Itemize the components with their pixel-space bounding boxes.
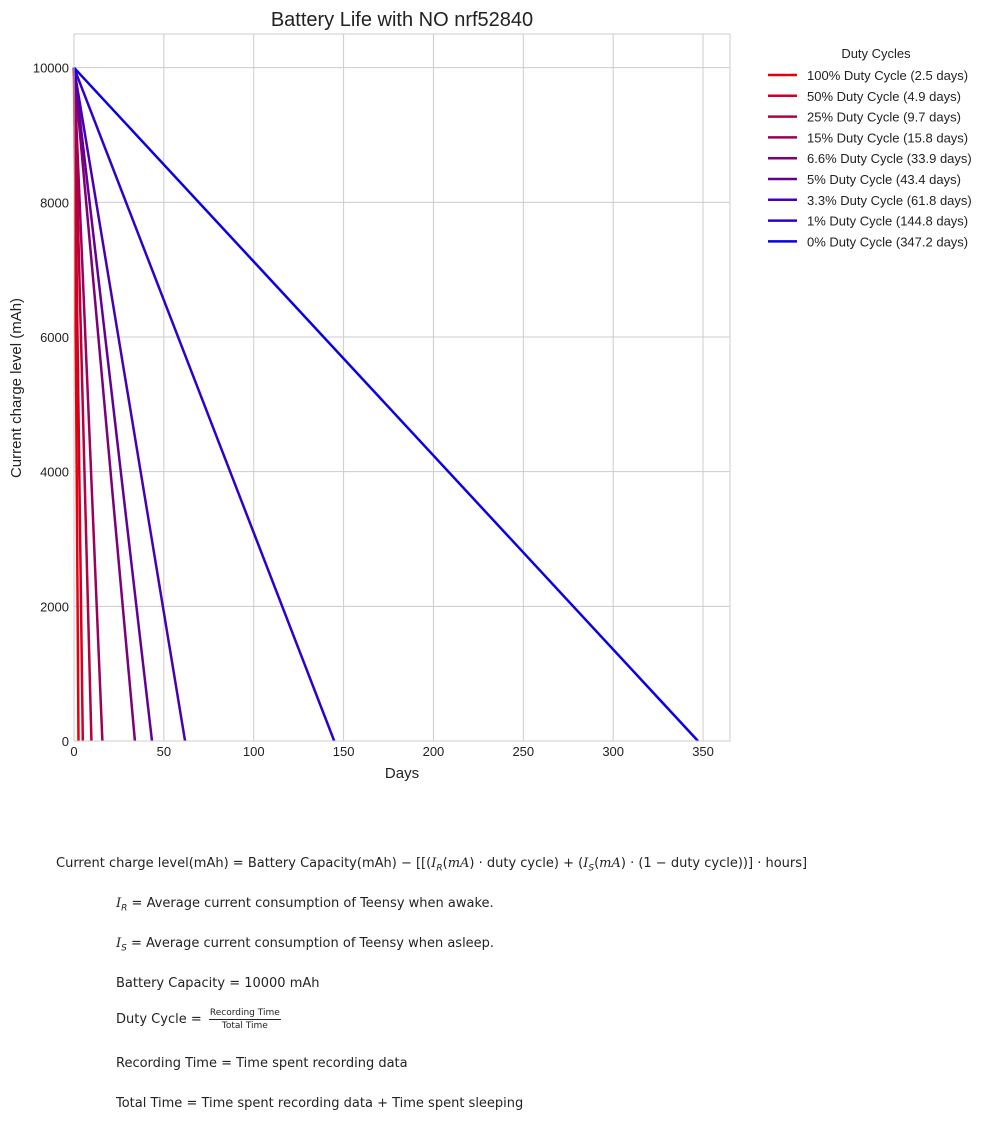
formula-total-time: Total Time = Time spent recording data +… bbox=[116, 1096, 524, 1111]
formula-main-ir: I bbox=[431, 856, 437, 871]
series-line bbox=[72, 67, 137, 742]
legend-entry: 25% Duty Cycle (9.7 days) bbox=[807, 110, 961, 125]
formula-ir-definition: IR = Average current consumption of Teen… bbox=[116, 896, 494, 914]
y-tick-label: 4000 bbox=[40, 465, 69, 480]
y-tick-label: 8000 bbox=[40, 195, 69, 210]
formula-is-symbol: I bbox=[116, 936, 122, 951]
formula-main-ma2: mA bbox=[599, 856, 621, 871]
y-tick-label: 10000 bbox=[33, 61, 69, 76]
formula-duty-fraction: Recording Time Total Time bbox=[208, 1008, 281, 1031]
series-line bbox=[72, 67, 93, 742]
legend-entry: 5% Duty Cycle (43.4 days) bbox=[807, 172, 961, 187]
y-axis-label: Current charge level (mAh) bbox=[8, 298, 25, 478]
series-lines bbox=[72, 66, 699, 742]
formula-main-mid2: ) · duty cycle) + ( bbox=[469, 856, 584, 871]
formula-main-is: I bbox=[583, 856, 589, 871]
x-tick-label: 300 bbox=[602, 744, 624, 759]
formula-battery-capacity: Battery Capacity = 10000 mAh bbox=[116, 976, 320, 991]
legend-entry: 15% Duty Cycle (15.8 days) bbox=[807, 130, 968, 145]
plot-area bbox=[74, 34, 730, 741]
formula-recording-time: Recording Time = Time spent recording da… bbox=[116, 1056, 408, 1071]
formula-ir-sub: R bbox=[121, 903, 128, 914]
formula-main-mid3: ( bbox=[594, 856, 600, 871]
formula-ir-text: = Average current consumption of Teensy … bbox=[127, 896, 494, 911]
legend-entry: 3.3% Duty Cycle (61.8 days) bbox=[807, 193, 972, 208]
x-tick-label: 150 bbox=[333, 744, 355, 759]
legend-entry: 50% Duty Cycle (4.9 days) bbox=[807, 89, 961, 104]
legend-entry: 0% Duty Cycle (347.2 days) bbox=[807, 234, 968, 249]
x-tick-label: 200 bbox=[423, 744, 445, 759]
y-tick-label: 6000 bbox=[40, 330, 69, 345]
legend-title: Duty Cycles bbox=[841, 46, 911, 61]
formula-ir-symbol: I bbox=[116, 896, 122, 911]
plot-frame bbox=[73, 33, 731, 742]
series-line bbox=[72, 67, 187, 742]
battery-life-chart: 0 50 100 150 200 250 300 350 0 2000 4000 6000 8000 10… bbox=[8, 9, 972, 782]
x-tick-label: 100 bbox=[243, 744, 265, 759]
formula-is-definition: IS = Average current consumption of Teen… bbox=[116, 936, 494, 954]
formula-main-ma1: mA bbox=[447, 856, 470, 871]
formula-main: Current charge level(mAh) = Battery Capa… bbox=[56, 856, 807, 874]
series-line bbox=[72, 67, 336, 742]
formula-duty-lhs: Duty Cycle = bbox=[116, 1012, 206, 1027]
legend-entry: 100% Duty Cycle (2.5 days) bbox=[807, 68, 968, 83]
legend-entry: 1% Duty Cycle (144.8 days) bbox=[807, 214, 968, 229]
x-axis-label: Days bbox=[385, 765, 419, 782]
legend-entry: 6.6% Duty Cycle (33.9 days) bbox=[807, 151, 972, 166]
x-tick-label: 50 bbox=[157, 744, 171, 759]
formula-main-mid1: ( bbox=[442, 856, 448, 871]
chart-title: Battery Life with NO nrf52840 bbox=[271, 9, 533, 31]
series-line bbox=[73, 66, 699, 742]
x-tick-label: 0 bbox=[70, 744, 77, 759]
formula-main-tail: ) · (1 − duty cycle))] · hours] bbox=[620, 856, 808, 871]
formula-main-is-sub: S bbox=[588, 863, 595, 874]
legend: Duty Cycles 100% Duty Cycle (2.5 days) 50… bbox=[768, 46, 972, 249]
formula-duty-numerator: Recording Time bbox=[208, 1008, 281, 1020]
formula-is-text: = Average current consumption of Teensy … bbox=[126, 936, 495, 951]
series-line bbox=[72, 67, 104, 742]
formula-duty-cycle: Duty Cycle = Recording Time Total Time bbox=[116, 1008, 281, 1031]
series-line bbox=[72, 67, 154, 742]
grid-lines bbox=[73, 34, 730, 742]
y-tick-label: 2000 bbox=[40, 599, 69, 614]
series-line bbox=[72, 67, 85, 742]
formula-main-lhs: Current charge level(mAh) = Battery Capa… bbox=[56, 856, 432, 871]
y-tick-label: 0 bbox=[62, 734, 69, 749]
formula-duty-denominator: Total Time bbox=[221, 1021, 268, 1031]
formula-main-ir-sub: R bbox=[436, 863, 443, 874]
tick-labels: 0 50 100 150 200 250 300 350 0 2000 4000 6000 8000 10… bbox=[33, 61, 714, 759]
x-tick-label: 350 bbox=[692, 744, 714, 759]
formula-is-sub: S bbox=[121, 943, 127, 954]
x-tick-label: 250 bbox=[512, 744, 534, 759]
